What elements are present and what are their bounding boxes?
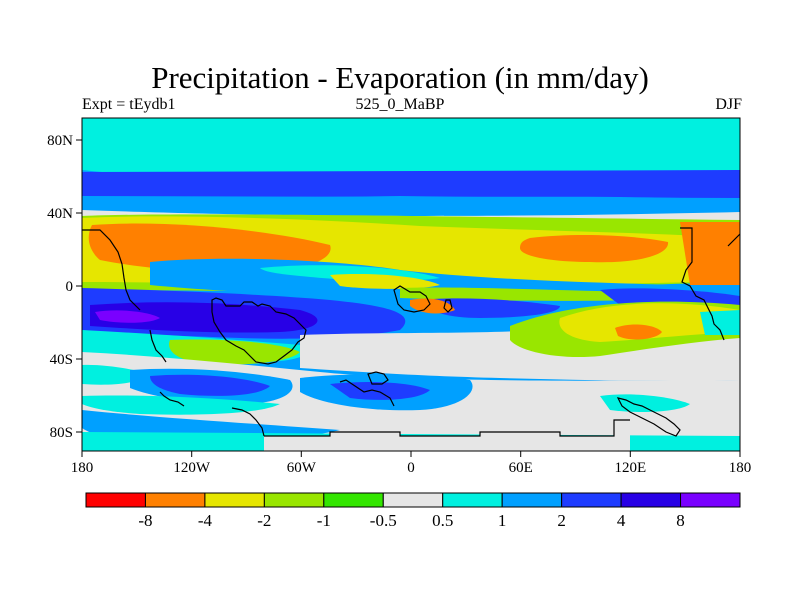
lat-tick-label: 80S (50, 425, 73, 441)
colorbar-label: -4 (198, 511, 213, 530)
lon-tick-label: 60E (509, 460, 533, 476)
latitude-tick-labels: 80N 40N 0 40S 80S (47, 133, 73, 441)
colorbar-label: 0.5 (432, 511, 453, 530)
colorbar-swatch (501, 492, 563, 508)
colorbar-label: -0.5 (370, 511, 397, 530)
lon-tick-label: 180 (71, 460, 94, 476)
lat-tick-label: 40S (50, 352, 73, 368)
colorbar-label: 4 (617, 511, 626, 530)
lon-tick-label: 120W (173, 460, 211, 476)
colorbar-label: -8 (138, 511, 152, 530)
longitude-tick-labels: 180 120W 60W 0 60E 120E 180 (71, 460, 752, 476)
lon-tick-label: 0 (407, 460, 415, 476)
colorbar-swatch (263, 492, 325, 508)
colorbar-swatch (85, 492, 146, 508)
colorbar (85, 492, 741, 508)
lon-tick-label: 180 (729, 460, 752, 476)
lon-tick-label: 120E (614, 460, 646, 476)
axis-ticks (76, 139, 741, 457)
colorbar-swatch (323, 492, 384, 508)
lat-tick-label: 40N (47, 206, 73, 222)
colorbar-label: -1 (317, 511, 331, 530)
lat-tick-label: 0 (66, 279, 74, 295)
pe-field (82, 118, 740, 451)
colorbar-label: -2 (257, 511, 271, 530)
colorbar-label: 2 (557, 511, 566, 530)
season-label: DJF (715, 96, 742, 113)
colorbar-labels: -8 -4 -2 -1 -0.5 0.5 1 2 4 8 (138, 511, 684, 530)
colorbar-label: 8 (676, 511, 685, 530)
lat-tick-label: 80N (47, 133, 73, 149)
colorbar-swatch (680, 492, 741, 508)
plot-title: Precipitation - Evaporation (in mm/day) (151, 60, 649, 95)
colorbar-swatch (144, 492, 206, 508)
lon-tick-label: 60W (287, 460, 317, 476)
colorbar-label: 1 (498, 511, 507, 530)
colorbar-swatch (620, 492, 682, 508)
period-label: 525_0_MaBP (355, 96, 445, 113)
colorbar-swatch (204, 492, 265, 508)
colorbar-swatch (382, 492, 444, 508)
colorbar-swatch (442, 492, 503, 508)
experiment-label: Expt = tEydb1 (82, 96, 176, 113)
colorbar-swatch (561, 492, 622, 508)
coastlines (82, 227, 741, 437)
